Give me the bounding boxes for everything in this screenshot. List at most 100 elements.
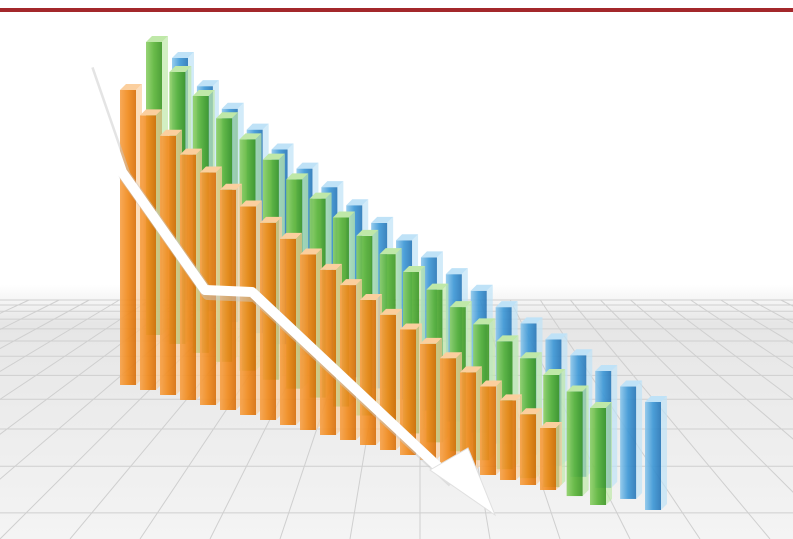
bar-top (449, 301, 472, 308)
bar-top (346, 199, 369, 206)
bar-top (192, 90, 215, 97)
bar-front (340, 285, 356, 440)
bar-front (360, 300, 376, 445)
bar-top (496, 335, 519, 342)
bar-top (400, 323, 422, 330)
bar-top (160, 129, 182, 136)
bar-top (426, 283, 449, 290)
bar-front (460, 372, 476, 470)
bar-top (371, 216, 394, 223)
bar-front (480, 386, 496, 475)
bar-top (172, 52, 194, 58)
bar-front (590, 408, 606, 505)
bar-top (380, 308, 402, 315)
bar-front (420, 343, 436, 460)
bar-top (519, 352, 542, 359)
bar-top (356, 229, 379, 236)
bar-top (545, 333, 568, 340)
bar-side (636, 380, 643, 499)
bar-top (420, 251, 443, 258)
bar-top (321, 181, 344, 188)
bar-front (120, 90, 136, 385)
bar-top (403, 265, 426, 272)
bar-front (520, 414, 536, 485)
trend-arrow (80, 63, 497, 517)
bar-top (216, 112, 239, 119)
bar-top (495, 301, 518, 308)
bar-front (140, 115, 156, 390)
bar-top (500, 394, 522, 401)
bar-front (645, 402, 661, 510)
bar-top (379, 248, 402, 255)
bar-top (470, 284, 493, 291)
bar-side (582, 385, 589, 497)
bar-top (271, 143, 294, 150)
bar-top (239, 133, 262, 140)
arrow-shaft (80, 63, 454, 482)
grid-line (0, 299, 90, 350)
bar-top (120, 84, 142, 90)
bar-top (520, 408, 542, 415)
arrow-head (429, 447, 497, 517)
bar-top (420, 337, 442, 344)
bar-top (296, 162, 319, 169)
bar-top (140, 109, 162, 116)
bar-top (570, 349, 593, 356)
bar-top (300, 248, 322, 255)
bar-top (180, 148, 202, 155)
bar-top (590, 402, 612, 408)
bar-top (260, 216, 282, 223)
bar-top (360, 294, 382, 301)
bar-front (320, 269, 336, 435)
bar-group (120, 36, 667, 510)
grid-line (660, 299, 793, 400)
bar-top (440, 352, 462, 359)
grid-line (0, 299, 120, 372)
bar-side (606, 402, 612, 505)
bar-top (146, 36, 168, 42)
bar-front (260, 222, 276, 420)
bar-top (645, 396, 667, 402)
bar-top (340, 279, 362, 286)
bar-top (396, 234, 419, 241)
bar-side (556, 422, 562, 490)
bar-top (286, 173, 309, 180)
grid-line (690, 299, 793, 369)
bar-top (169, 65, 192, 72)
bar-front (500, 400, 516, 480)
bar-top (309, 192, 332, 199)
bar-top (262, 153, 285, 160)
grid-line (0, 299, 150, 400)
bar-front (440, 358, 456, 465)
bar-top (520, 317, 543, 324)
bar-top (220, 183, 242, 190)
bar-top (460, 366, 482, 373)
bar-top (543, 368, 566, 375)
bar-top (240, 200, 262, 207)
bar-top (221, 102, 244, 109)
bar-top (620, 380, 643, 387)
grid-line (569, 299, 771, 539)
bar-top (200, 166, 222, 173)
grid-line (720, 299, 793, 344)
bar-front (540, 428, 556, 490)
bar-front (180, 154, 196, 400)
bar-side (661, 396, 667, 510)
bar-front (620, 386, 637, 499)
bar-top (566, 385, 589, 392)
bar-top (246, 123, 269, 130)
grid-line (600, 299, 793, 493)
bar-front (240, 206, 256, 415)
bar-front (400, 329, 416, 455)
bar-top (445, 268, 468, 275)
bar-top (595, 364, 618, 371)
bar-front (160, 135, 176, 395)
bar-top (473, 318, 496, 325)
bar-front (566, 391, 583, 497)
bar-top (320, 263, 342, 270)
bar-top (280, 232, 302, 239)
bar-top (332, 211, 355, 218)
bar-side (611, 364, 618, 488)
